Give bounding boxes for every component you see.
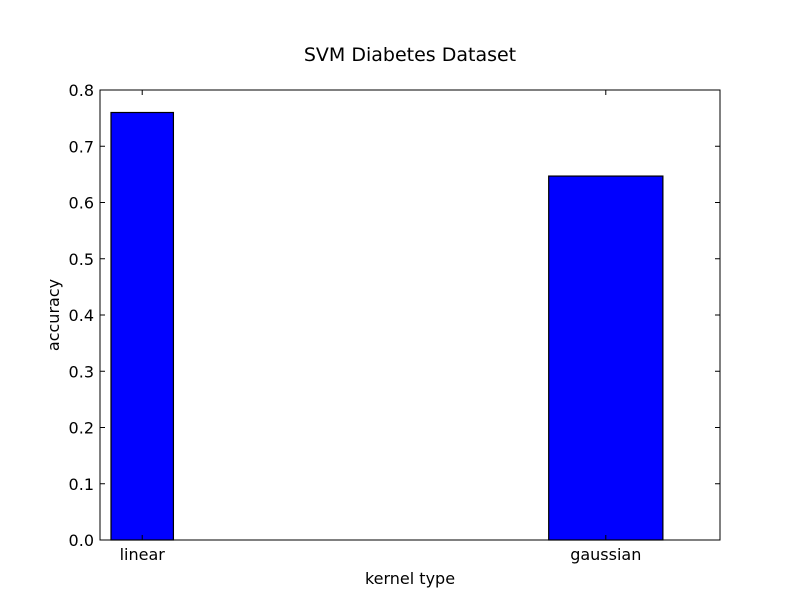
chart-title: SVM Diabetes Dataset [304, 44, 516, 66]
x-axis-label: kernel type [365, 569, 455, 588]
y-axis-label: accuracy [44, 279, 63, 351]
y-tick-label: 0.1 [69, 475, 94, 494]
x-tick-label: gaussian [570, 545, 641, 564]
bar-linear [111, 113, 173, 541]
y-tick-label: 0.7 [69, 137, 94, 156]
bar-gaussian [549, 176, 663, 540]
y-tick-label: 0.6 [69, 194, 94, 213]
y-tick-label: 0.3 [69, 362, 94, 381]
x-tick-label: linear [120, 545, 166, 564]
y-tick-label: 0.2 [69, 419, 94, 438]
y-tick-label: 0.8 [69, 81, 94, 100]
y-tick-label: 0.5 [69, 250, 94, 269]
y-tick-label: 0.4 [69, 306, 94, 325]
y-tick-label: 0.0 [69, 531, 94, 550]
